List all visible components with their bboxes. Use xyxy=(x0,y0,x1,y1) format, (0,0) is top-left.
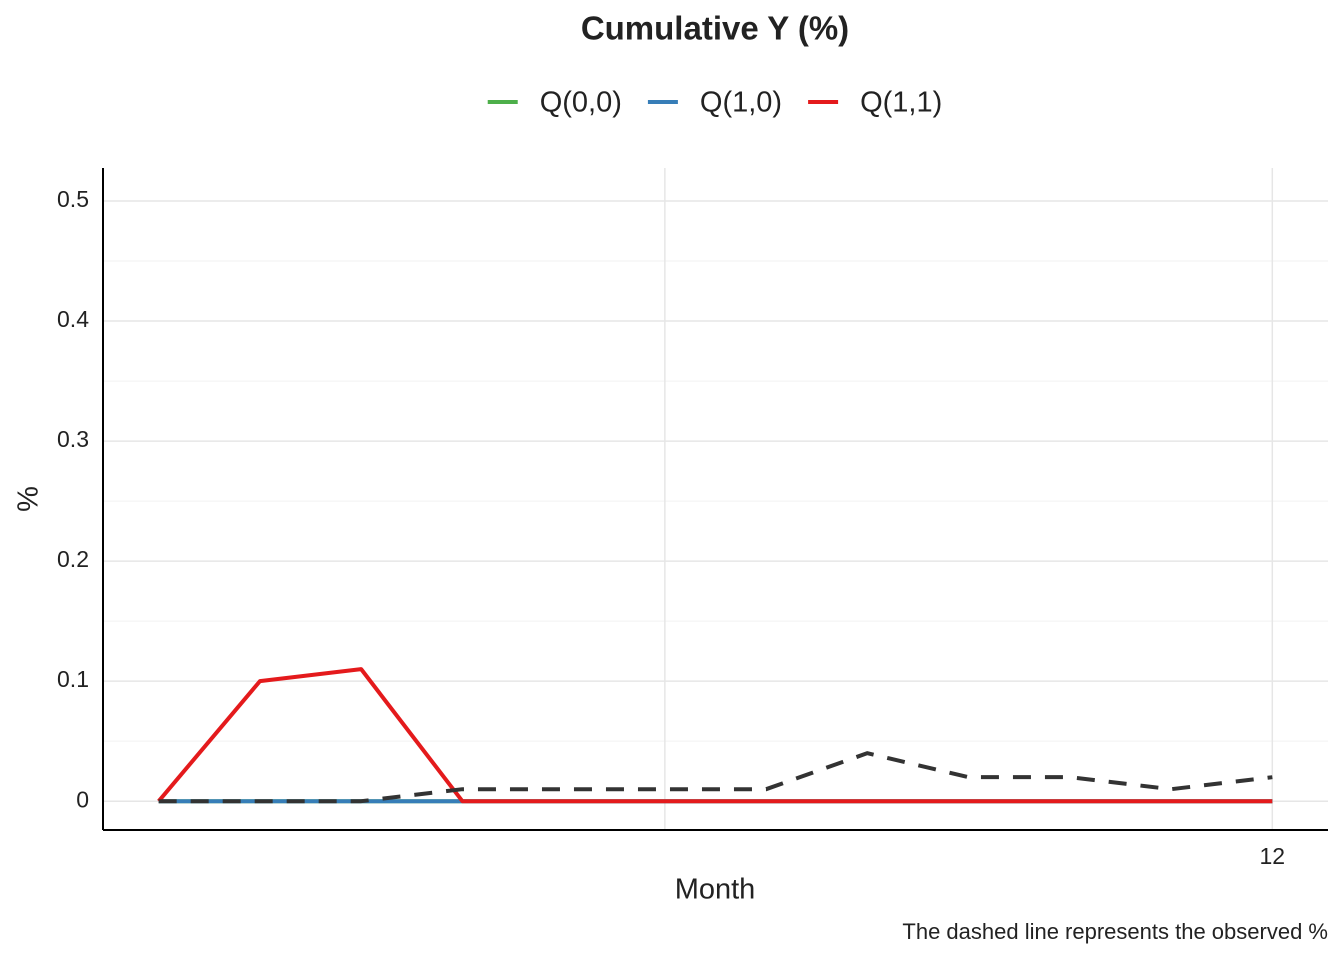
legend-item: Q(0,0) xyxy=(487,87,622,119)
x-axis-label: Month xyxy=(675,874,756,906)
caption: The dashed line represents the observed … xyxy=(902,919,1328,944)
y-tick-label: 0.2 xyxy=(57,546,89,572)
observed-line xyxy=(158,751,1273,804)
y-tick-label: 0 xyxy=(76,786,89,812)
legend-item: Q(1,1) xyxy=(808,87,942,119)
chart-title: Cumulative Y (%) xyxy=(581,10,849,47)
y-tick-label: 0.3 xyxy=(57,426,89,452)
y-axis-label: % xyxy=(13,486,45,512)
y-tick-label: 0.1 xyxy=(57,666,89,692)
legend-label: Q(0,0) xyxy=(540,87,622,119)
x-tick-label: 12 xyxy=(1260,843,1286,869)
legend-label: Q(1,0) xyxy=(700,87,782,119)
series-line xyxy=(157,667,1273,804)
y-tick-label: 0.4 xyxy=(57,306,89,332)
legend-label: Q(1,1) xyxy=(860,87,942,119)
legend: Q(0,0) Q(1,0) Q(1,1) xyxy=(487,87,942,119)
legend-item: Q(1,0) xyxy=(647,87,782,119)
y-tick-label: 0.5 xyxy=(57,186,89,212)
